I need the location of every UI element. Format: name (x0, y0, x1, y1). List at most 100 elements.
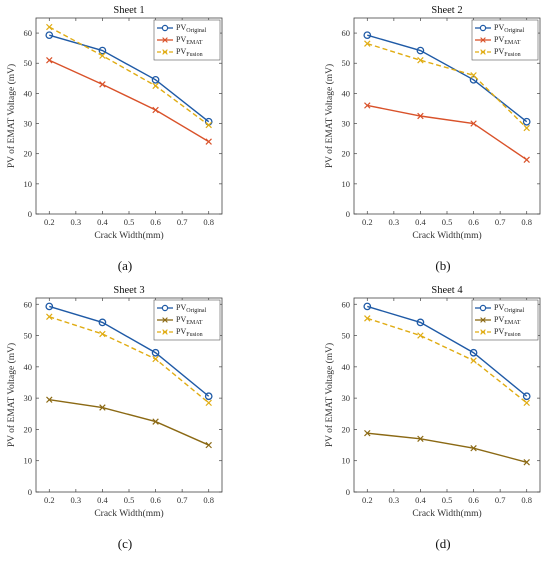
legend-label: PVEMAT (494, 315, 521, 326)
x-tick-label: 0.3 (389, 217, 400, 227)
data-point (98, 46, 107, 55)
legend-label-main: PV (494, 35, 504, 44)
data-point (99, 81, 106, 88)
legend-marker (480, 317, 486, 323)
legend-label-subscript: EMAT (186, 40, 203, 46)
series-emat (46, 396, 212, 449)
legend-label-main: PV (494, 327, 504, 336)
chart-panel-4: Sheet 4 0 10 20 30 40 50 60 0.2 0.3 0.4 0.5 0.6 0.7 0.… (324, 285, 541, 551)
series-line (367, 104, 528, 161)
data-point (151, 75, 160, 84)
series-line (367, 42, 528, 129)
chart-title: Sheet 4 (431, 285, 463, 296)
data-point (46, 313, 53, 320)
data-point (523, 399, 530, 407)
legend-label-subscript: EMAT (186, 320, 203, 326)
data-point (151, 348, 160, 357)
x-tick-label: 0.6 (150, 495, 161, 505)
y-tick-label: 30 (342, 393, 351, 403)
series-emat (364, 102, 530, 163)
legend-label-subscript: Fusion (186, 52, 202, 58)
legend-marker (479, 24, 487, 32)
y-tick-label: 0 (28, 487, 32, 497)
legend-label: PVFusion (176, 327, 203, 338)
data-point (205, 121, 212, 129)
data-point (98, 318, 107, 327)
legend-label: PVOriginal (176, 303, 207, 314)
y-tick-label: 20 (24, 424, 33, 434)
data-point (205, 399, 212, 407)
legend-label-main: PV (494, 23, 504, 32)
y-tick-label: 40 (24, 88, 33, 98)
data-point (470, 120, 477, 127)
x-tick-label: 0.4 (97, 217, 108, 227)
legend-marker (161, 304, 169, 312)
x-tick-label: 0.6 (150, 217, 161, 227)
x-tick-label: 0.5 (442, 217, 453, 227)
x-tick-label: 0.8 (203, 217, 214, 227)
x-tick-label: 0.8 (521, 495, 532, 505)
y-axis-label: PV of EMAT Voltage (mV) (6, 64, 17, 168)
series-line (49, 34, 210, 123)
data-point (470, 444, 477, 452)
y-tick-label: 0 (346, 487, 350, 497)
series-fusion (364, 40, 530, 132)
x-tick-label: 0.4 (415, 495, 426, 505)
legend-label-main: PV (176, 47, 186, 56)
chart-panel-1: Sheet 1 0 10 20 30 40 50 60 0.2 0.3 0.4 0.5 0.6 0.7 0.… (6, 5, 223, 273)
data-point (417, 332, 424, 339)
legend-marker (161, 24, 169, 32)
data-point (417, 435, 424, 443)
chart-panel-2: Sheet 2 0 10 20 30 40 50 60 0.2 0.3 0.4 0.5 0.6 0.7 0.… (324, 5, 541, 273)
legend-label-main: PV (176, 35, 186, 44)
chart-panel-3: Sheet 3 0 10 20 30 40 50 60 0.2 0.3 0.4 0.5 0.6 0.7 0.… (6, 285, 223, 551)
series-line (49, 305, 210, 397)
legend-marker (480, 37, 486, 43)
x-tick-label: 0.7 (495, 495, 506, 505)
data-point (523, 459, 530, 466)
x-tick-label: 0.7 (177, 217, 188, 227)
y-tick-label: 10 (342, 179, 351, 189)
y-tick-label: 0 (346, 209, 350, 219)
data-point (152, 418, 159, 425)
y-tick-label: 10 (24, 179, 33, 189)
legend-label-subscript: Original (186, 308, 206, 314)
series-emat (46, 56, 212, 145)
x-tick-label: 0.5 (124, 217, 135, 227)
data-point (205, 441, 212, 449)
x-axis-label: Crack Width(mm) (94, 230, 163, 241)
y-tick-label: 50 (24, 331, 33, 341)
y-tick-label: 30 (24, 393, 33, 403)
y-tick-label: 60 (24, 299, 33, 309)
legend-label-main: PV (494, 303, 504, 312)
data-point (523, 156, 530, 163)
x-tick-label: 0.3 (71, 217, 82, 227)
legend-label: PVFusion (176, 47, 203, 58)
chart-title: Sheet 2 (431, 5, 462, 16)
legend-marker (162, 49, 168, 55)
legend-marker (479, 304, 487, 312)
legend-label: PVEMAT (176, 315, 203, 326)
x-axis-label: Crack Width(mm) (412, 508, 481, 519)
x-tick-label: 0.7 (495, 217, 506, 227)
data-point (99, 52, 106, 59)
data-point (45, 31, 54, 40)
data-point (417, 112, 424, 120)
x-tick-label: 0.7 (177, 495, 188, 505)
panel-label: (d) (435, 536, 450, 551)
x-tick-label: 0.5 (442, 495, 453, 505)
series-line (367, 317, 528, 404)
y-axis-label: PV of EMAT Voltage (mV) (324, 343, 335, 447)
legend-label-main: PV (176, 303, 186, 312)
y-tick-label: 60 (342, 28, 351, 38)
x-tick-label: 0.2 (44, 495, 55, 505)
y-tick-label: 60 (24, 28, 33, 38)
y-tick-label: 30 (342, 119, 351, 129)
y-tick-label: 10 (24, 456, 33, 466)
y-tick-label: 50 (24, 58, 33, 68)
y-tick-label: 30 (24, 119, 33, 129)
data-point (522, 392, 531, 401)
legend-label-subscript: Original (186, 28, 206, 34)
